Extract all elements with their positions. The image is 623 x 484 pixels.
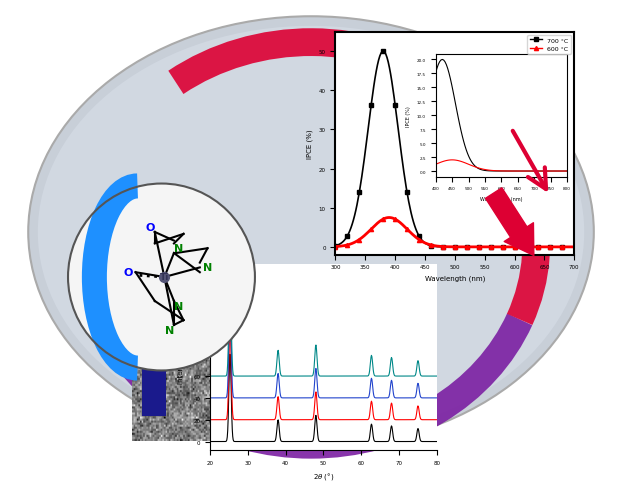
FancyBboxPatch shape: [142, 277, 166, 416]
FancyArrowPatch shape: [485, 188, 534, 256]
Ellipse shape: [28, 17, 594, 448]
Text: O: O: [123, 268, 133, 278]
Text: N: N: [174, 301, 183, 311]
Text: O: O: [145, 223, 155, 233]
Text: N: N: [174, 244, 183, 254]
Ellipse shape: [68, 184, 255, 371]
Text: Ti: Ti: [159, 273, 169, 282]
Text: N: N: [164, 325, 174, 335]
Ellipse shape: [38, 27, 584, 438]
Text: N: N: [203, 263, 212, 273]
